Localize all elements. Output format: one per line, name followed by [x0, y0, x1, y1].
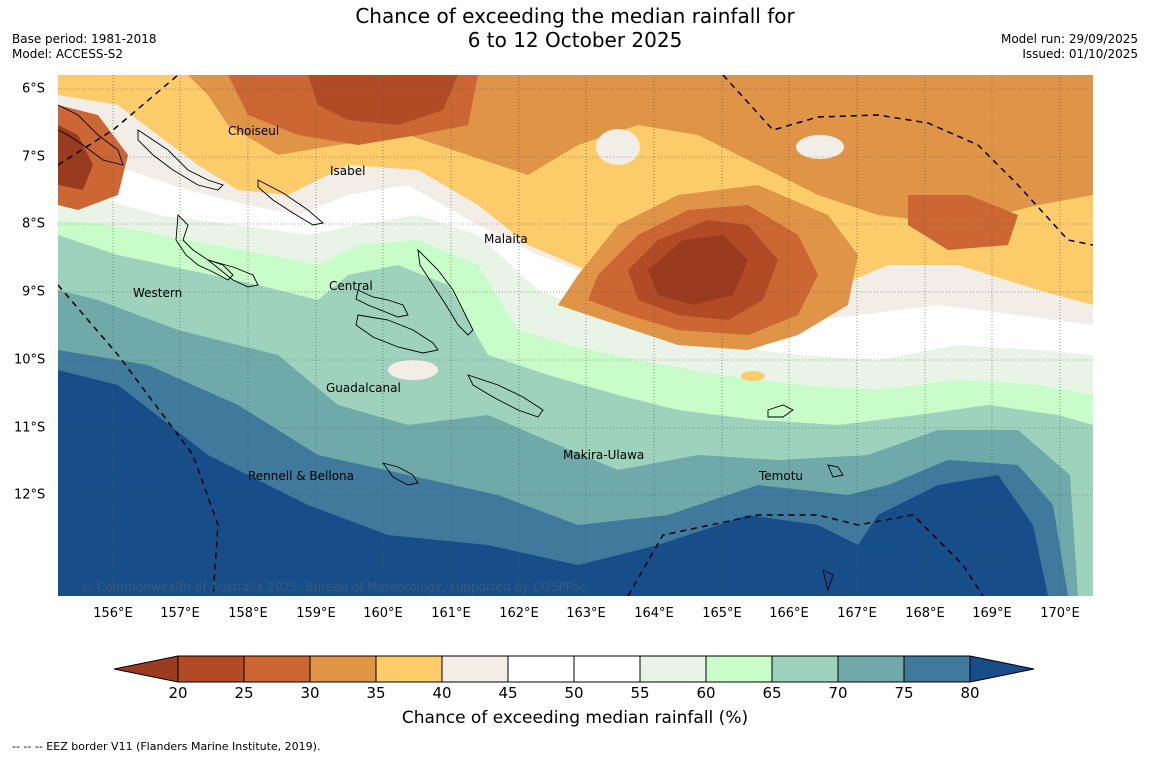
lon-label: 163°E [566, 606, 606, 621]
colorbar-tick-label: 65 [762, 684, 782, 702]
label-western: Western [133, 286, 183, 300]
colorbar-tick-label: 55 [630, 684, 650, 702]
pale-patch-2 [796, 135, 844, 159]
lon-label: 170°E [1040, 606, 1080, 621]
colorbar-segment [375, 655, 443, 683]
colorbar-tick-label: 20 [168, 684, 188, 702]
title-line-1: Chance of exceeding the median rainfall … [355, 4, 795, 28]
lon-label: 162°E [499, 606, 539, 621]
copyright-notice: © Commonwealth of Australia 2025, Bureau… [81, 580, 587, 594]
colorbar-segment [837, 655, 905, 683]
lon-label: 165°E [702, 606, 742, 621]
label-central: Central [329, 279, 373, 293]
lat-label: 10°S [14, 352, 46, 368]
label-rennell-bellona: Rennell & Bellona [248, 469, 355, 483]
colorbar-tick-label: 80 [960, 684, 980, 702]
lon-label: 164°E [634, 606, 674, 621]
colorbar-tick-label: 25 [234, 684, 254, 702]
band-80-patch [858, 485, 998, 555]
eez-legend-note: -- -- -- EEZ border V11 (Flanders Marine… [12, 740, 321, 753]
label-isabel: Isabel [330, 164, 366, 178]
lon-label: 157°E [160, 606, 200, 621]
title-line-2: 6 to 12 October 2025 [467, 28, 683, 52]
lat-label: 12°S [14, 487, 46, 503]
lon-label: 160°E [363, 606, 403, 621]
map-canvas [58, 75, 1093, 596]
pale-patch [596, 129, 640, 165]
colorbar-segment [243, 655, 311, 683]
colorbar-segment [309, 655, 377, 683]
lat-label: 6°S [22, 81, 46, 97]
eez-borders [58, 75, 1093, 596]
colorbar-tick-label: 35 [366, 684, 386, 702]
colorbar [114, 655, 1035, 683]
label-makira-ulawa: Makira-Ulawa [563, 448, 645, 462]
colorbar-max-arrow [969, 655, 1035, 683]
colorbar-segment [441, 655, 509, 683]
colorbar-title: Chance of exceeding median rainfall (%) [401, 708, 749, 728]
model-run: Model run: 29/09/2025 [1000, 32, 1138, 46]
colorbar-tick-label: 50 [564, 684, 584, 702]
meta-right: Model run: 29/09/2025 Issued: 01/10/2025 [1001, 32, 1138, 62]
lon-label: 169°E [972, 606, 1012, 621]
island-outlines [58, 104, 844, 592]
colorbar-segment [507, 655, 575, 683]
lon-label: 158°E [228, 606, 268, 621]
label-choiseul: Choiseul [228, 124, 280, 138]
label-temotu: Temotu [759, 469, 804, 483]
band-15 [648, 235, 748, 305]
colorbar-tick-label: 45 [498, 684, 518, 702]
lat-label: 8°S [22, 216, 46, 232]
colorbar-segment [177, 655, 245, 683]
colorbar-segment [705, 655, 773, 683]
lon-label: 168°E [905, 606, 945, 621]
colorbar-tick-label: 60 [696, 684, 716, 702]
lon-label: 156°E [93, 606, 133, 621]
label-malaita: Malaita [484, 232, 528, 246]
pale-patch-3 [388, 360, 438, 380]
colorbar-segment [771, 655, 839, 683]
label-guadalcanal: Guadalcanal [326, 381, 401, 395]
band-15-west [58, 125, 93, 190]
colorbar-segment [573, 655, 641, 683]
colorbar-tick-label: 75 [894, 684, 914, 702]
orange-dot [741, 371, 765, 381]
meta-left: Base period: 1981-2018 Model: ACCESS-S2 [12, 32, 157, 62]
lon-label: 166°E [769, 606, 809, 621]
colorbar-tick-label: 40 [432, 684, 452, 702]
colorbar-tick-label: 30 [300, 684, 320, 702]
base-period: Base period: 1981-2018 [12, 32, 157, 46]
lat-label: 9°S [22, 284, 46, 300]
issued-date: Issued: 01/10/2025 [1022, 47, 1138, 61]
colorbar-segment [639, 655, 707, 683]
lat-label: 11°S [14, 420, 46, 436]
rainfall-map: Choiseul Isabel Malaita Central Western … [58, 75, 1093, 596]
colorbar-min-arrow [114, 655, 179, 683]
colorbar-segment [903, 655, 971, 683]
lon-label: 161°E [431, 606, 471, 621]
band-25-east [908, 195, 1018, 250]
map-title: Chance of exceeding the median rainfall … [0, 4, 1150, 52]
lon-label: 167°E [837, 606, 877, 621]
colorbar-tick-label: 70 [828, 684, 848, 702]
lon-label: 159°E [296, 606, 336, 621]
model-name: Model: ACCESS-S2 [12, 47, 124, 61]
lat-label: 7°S [22, 149, 46, 165]
